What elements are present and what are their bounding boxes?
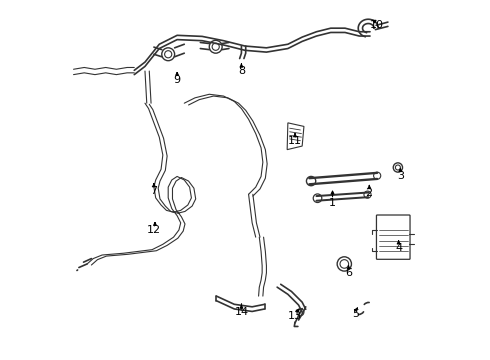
Text: 11: 11 [288,136,302,146]
Text: 8: 8 [238,66,245,76]
Text: 2: 2 [365,188,372,198]
Text: 9: 9 [173,75,181,85]
Text: 3: 3 [397,171,404,181]
Text: 5: 5 [352,309,359,319]
Text: 4: 4 [395,243,402,253]
Text: 7: 7 [150,186,157,196]
Text: 12: 12 [147,225,161,235]
Text: 13: 13 [288,311,302,321]
Polygon shape [287,123,304,150]
Text: 14: 14 [234,307,248,317]
Text: 10: 10 [370,19,384,30]
Text: 6: 6 [345,268,352,278]
Text: 1: 1 [329,198,336,208]
FancyBboxPatch shape [376,215,410,259]
